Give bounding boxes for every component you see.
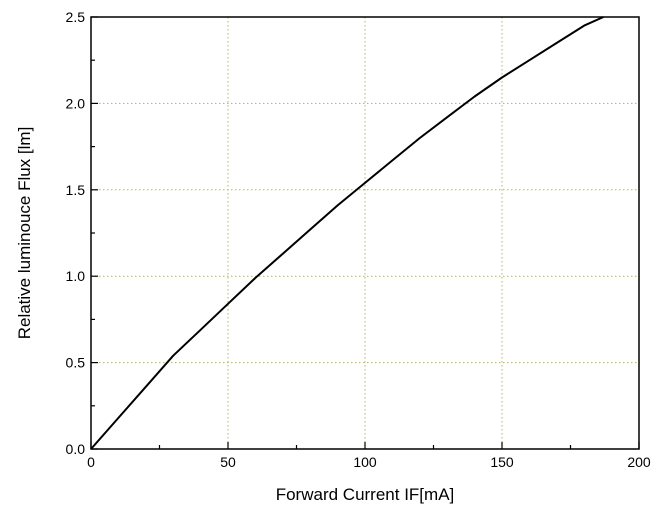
x-axis-title: Forward Current IF[mA]: [276, 485, 455, 504]
y-tick-label: 0.5: [66, 355, 86, 371]
y-tick-label: 0.0: [66, 441, 86, 457]
series-line: [90, 16, 604, 450]
x-tick-label: 100: [353, 454, 377, 470]
y-tick-label: 2.5: [66, 9, 86, 25]
x-tick-label: 0: [87, 454, 95, 470]
y-tick-label: 1.0: [66, 268, 86, 284]
x-tick-label: 50: [220, 454, 236, 470]
series-layer: [90, 16, 604, 450]
x-tick-label: 150: [490, 454, 514, 470]
grid: [91, 17, 639, 449]
y-tick-label: 1.5: [66, 182, 86, 198]
x-tick-label: 200: [627, 454, 651, 470]
y-tick-label: 2.0: [66, 95, 86, 111]
ticks: [90, 16, 640, 450]
tick-labels: 0 50 100 150 200 0.0 0.5 1.0 1.5 2.0 2.5: [66, 9, 651, 470]
y-axis-title: Relative luminouce Flux [lm]: [15, 127, 34, 340]
